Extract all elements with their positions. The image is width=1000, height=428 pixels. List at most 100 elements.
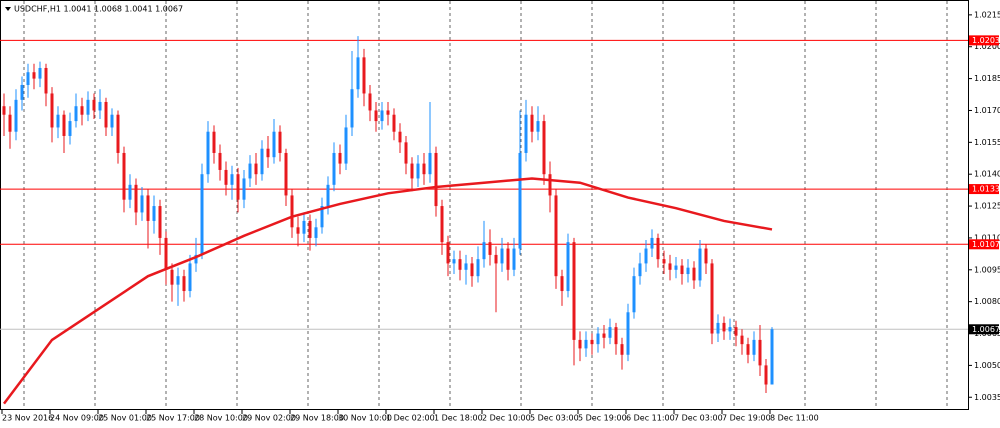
- candle-body: [734, 327, 738, 336]
- candle-body: [656, 237, 660, 260]
- candle-body: [170, 269, 174, 285]
- candle-body: [404, 142, 408, 164]
- candle-body: [674, 265, 678, 270]
- candle-body: [152, 206, 156, 221]
- candle-body: [284, 152, 288, 196]
- x-tick-label: 2 Dec 10:00: [482, 414, 531, 423]
- candle-body: [116, 114, 120, 153]
- x-tick-label: 6 Dec 11:00: [626, 414, 675, 423]
- price-tag-label: 1.0203: [972, 36, 1000, 45]
- x-tick-label: 24 Nov 09:00: [50, 414, 104, 423]
- candle-body: [122, 152, 126, 200]
- x-tick-label: 1 Dec 02:00: [386, 414, 435, 423]
- candle-body: [458, 259, 462, 270]
- candle-body: [260, 148, 264, 175]
- candle-body: [200, 174, 204, 255]
- candle-body: [320, 206, 324, 228]
- candle-body: [20, 84, 24, 100]
- x-tick-label: 25 Nov 17:00: [146, 414, 200, 423]
- candle-body: [584, 339, 588, 349]
- candle-body: [128, 184, 132, 200]
- candle-body: [668, 263, 672, 270]
- candle-body: [206, 131, 210, 175]
- candle-body: [140, 195, 144, 213]
- y-tick-label: 1.0200: [974, 42, 1000, 51]
- y-tick-label: 1.0095: [974, 265, 1000, 274]
- price-tag-label: 1.0067: [972, 325, 1000, 334]
- price-tag: [969, 184, 999, 195]
- candle-body: [374, 110, 378, 122]
- candle-body: [710, 263, 714, 334]
- candle-body: [704, 248, 708, 264]
- candle-body: [596, 333, 600, 345]
- candle-body: [620, 344, 624, 355]
- y-tick-label: 1.0050: [974, 361, 1000, 370]
- candle-body: [752, 339, 756, 355]
- candle-body: [758, 339, 762, 366]
- candle-body: [344, 127, 348, 164]
- candle-body: [158, 206, 162, 238]
- candle-body: [32, 72, 36, 79]
- candle-body: [764, 365, 768, 385]
- candle-body: [146, 195, 150, 221]
- candle-body: [692, 267, 696, 281]
- candle-body: [248, 163, 252, 179]
- price-tag: [969, 324, 999, 335]
- candle-body: [440, 206, 444, 243]
- candle-body: [446, 242, 450, 264]
- candle-body: [92, 99, 96, 111]
- price-tag-label: 1.0133: [972, 185, 1000, 194]
- moving-average: [3, 177, 773, 405]
- x-tick-label: 29 Nov 18:00: [290, 414, 344, 423]
- chart-title: USDCHF,H1 1.0041 1.0068 1.0041 1.0067: [14, 5, 183, 14]
- candle-body: [722, 322, 726, 332]
- x-tick-label: 7 Dec 19:00: [722, 414, 771, 423]
- x-tick-label: 1 Dec 18:00: [434, 414, 483, 423]
- candle-body: [500, 248, 504, 264]
- candle-body: [560, 276, 564, 292]
- candle-body: [338, 152, 342, 164]
- candle-body: [422, 163, 426, 175]
- candle-body: [716, 322, 720, 334]
- x-tick-label: 29 Nov 02:00: [242, 414, 296, 423]
- x-tick-label: 25 Nov 01:00: [98, 414, 152, 423]
- y-tick-label: 1.0140: [974, 170, 1000, 179]
- candle-body: [50, 93, 54, 128]
- candle-body: [746, 344, 750, 355]
- candle-body: [518, 152, 522, 249]
- y-tick-label: 1.0110: [974, 233, 1000, 242]
- candle-body: [464, 263, 468, 270]
- candle-body: [416, 163, 420, 179]
- candle-body: [74, 106, 78, 122]
- menu-arrow[interactable]: [5, 7, 11, 11]
- y-tick-label: 1.0035: [974, 393, 1000, 402]
- x-tick-label: 7 Dec 03:00: [674, 414, 723, 423]
- candle-body: [266, 148, 270, 158]
- candle-body: [698, 248, 702, 281]
- candle-body: [662, 259, 666, 264]
- candle-body: [686, 267, 690, 275]
- candle-body: [650, 237, 654, 249]
- candle-body: [176, 276, 180, 285]
- candle-body: [680, 265, 684, 275]
- candle-body: [230, 174, 234, 185]
- candle-body: [482, 242, 486, 260]
- x-tick-label: 28 Nov 10:00: [194, 414, 248, 423]
- price-tag: [969, 35, 999, 46]
- y-tick-label: 1.0170: [974, 106, 1000, 115]
- x-tick-label: 5 Dec 19:00: [578, 414, 627, 423]
- candle-body: [578, 339, 582, 349]
- plot-frame: [0, 0, 969, 410]
- candle-body: [296, 227, 300, 234]
- candle-body: [302, 220, 306, 234]
- candle-body: [68, 121, 72, 136]
- candle-body: [638, 263, 642, 277]
- candle-body: [326, 184, 330, 207]
- candle-body: [506, 248, 510, 270]
- candle-body: [236, 174, 240, 200]
- candle-body: [332, 152, 336, 185]
- candle-body: [272, 131, 276, 158]
- candle-body: [278, 131, 282, 153]
- candle-body: [224, 169, 228, 185]
